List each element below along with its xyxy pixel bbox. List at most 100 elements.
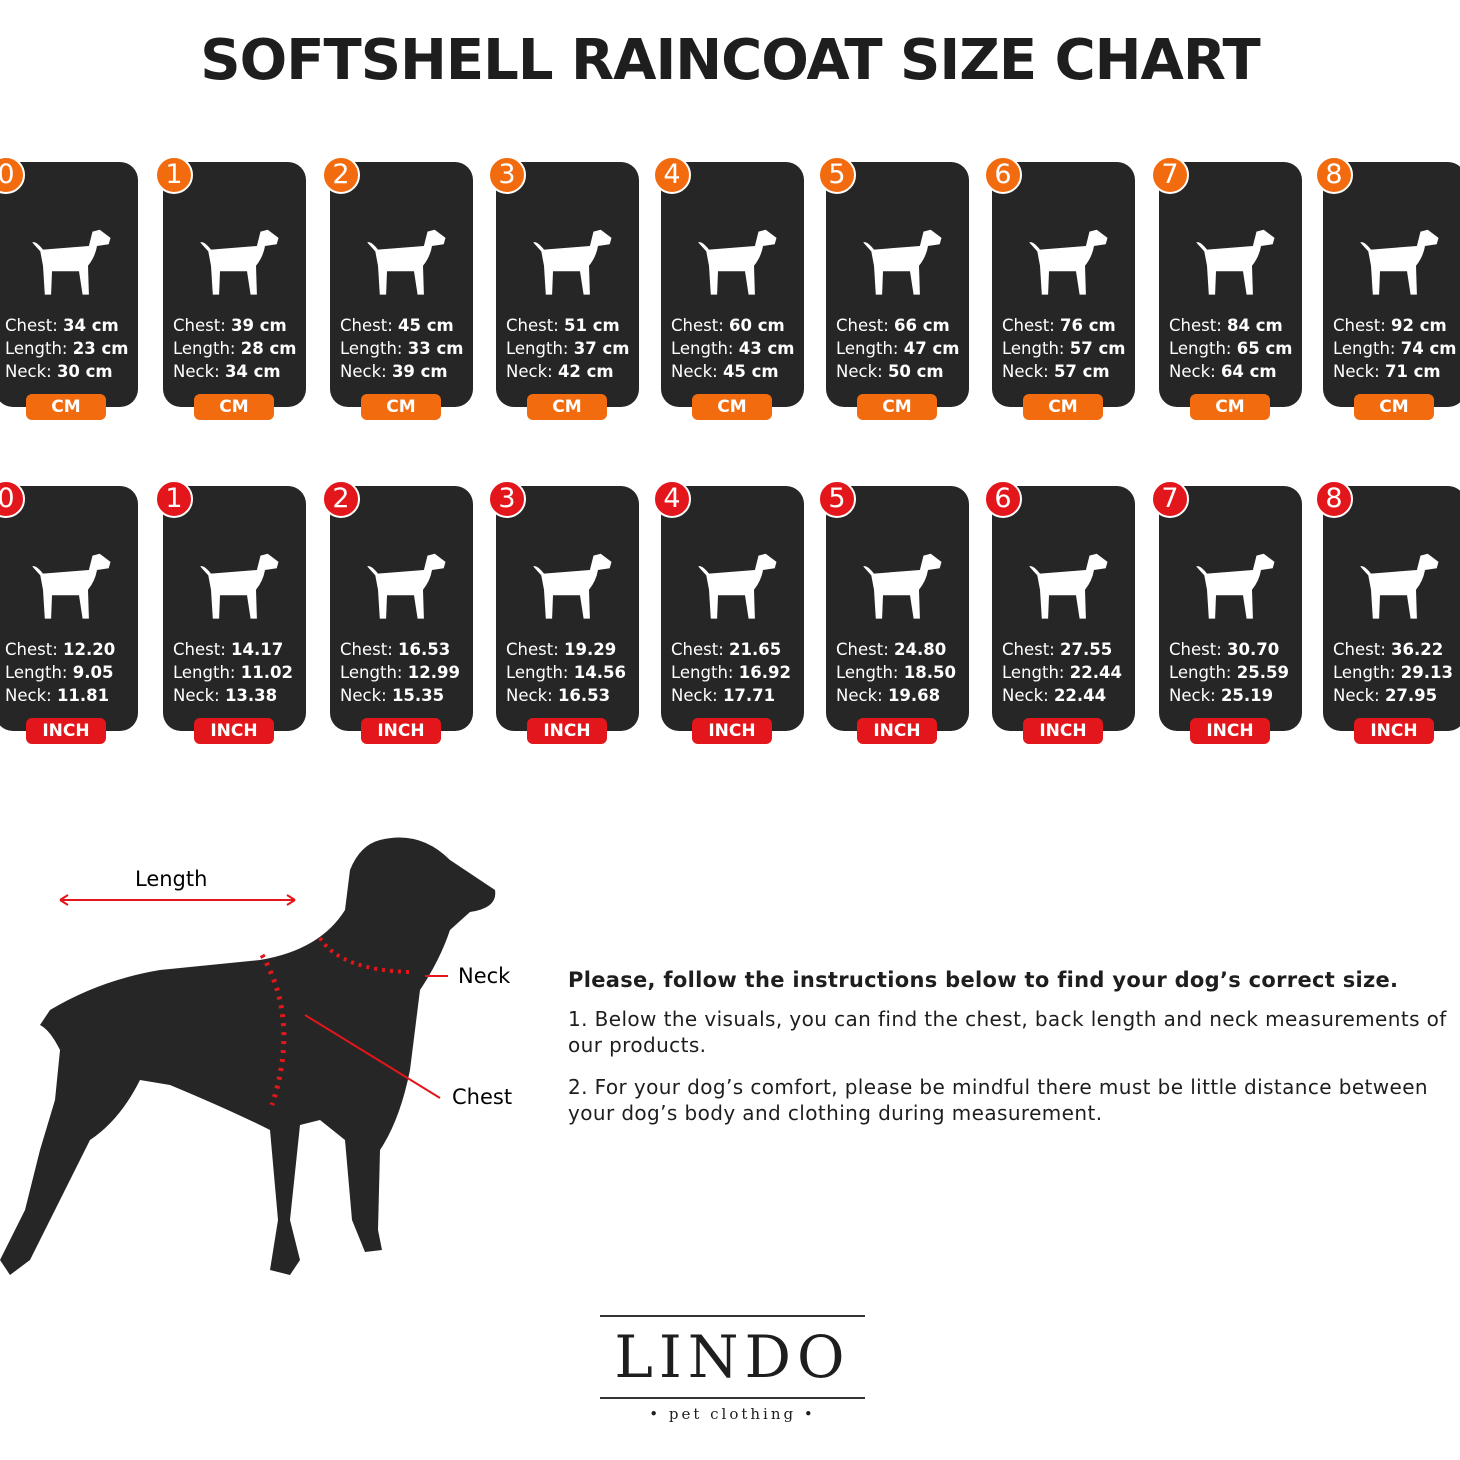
measure-label: Length: [836, 339, 899, 358]
measure-row: Neck: 16.53 [506, 686, 610, 705]
measure-row: Chest: 19.29 [506, 640, 616, 659]
measure-label: Length: [5, 663, 68, 682]
size-badge: 6 [984, 156, 1022, 194]
measure-row: Length: 25.59 [1169, 663, 1289, 682]
dog-shape [1196, 553, 1275, 619]
measure-label: Neck: [836, 686, 883, 705]
unit-pill: INCH [527, 718, 607, 744]
measure-label: Neck: [1169, 362, 1216, 381]
measure-row: Neck: 64 cm [1169, 362, 1277, 381]
size-card: Chest: 39 cm Length: 28 cm Neck: 34 cm CM [163, 162, 306, 420]
dog-shape [1029, 553, 1108, 619]
measure-label: Chest: [1333, 316, 1386, 335]
measure-value: 74 cm [1400, 339, 1457, 358]
measure-row: Length: 57 cm [1002, 339, 1125, 358]
size-card: Chest: 92 cm Length: 74 cm Neck: 71 cm CM [1323, 162, 1460, 420]
measure-value: 43 cm [738, 339, 795, 358]
measure-label: Length: [671, 663, 734, 682]
measure-value: 45 cm [722, 362, 779, 381]
measure-value: 33 cm [407, 339, 464, 358]
measure-value: 39 cm [391, 362, 448, 381]
chest-arrow [304, 1014, 441, 1099]
measure-value: 39 cm [231, 316, 287, 335]
measure-value: 51 cm [564, 316, 620, 335]
chest-dots [259, 953, 287, 1106]
measure-label: Chest: [1333, 640, 1386, 659]
measure-label: Length: [5, 339, 68, 358]
measure-row: Neck: 13.38 [173, 686, 277, 705]
dog-silhouette [0, 837, 496, 1275]
measure-label: Length: [173, 339, 236, 358]
dog-icon [1196, 229, 1275, 295]
measure-label: Length: [1333, 663, 1396, 682]
measure-label: Neck: [1002, 362, 1049, 381]
dog-icon [200, 229, 279, 295]
measure-label: Neck: [173, 686, 220, 705]
unit-pill: INCH [1190, 718, 1270, 744]
measure-label: Chest: [671, 316, 724, 335]
measure-label: Chest: [5, 316, 58, 335]
measure-label: Neck: [5, 686, 52, 705]
size-card: Chest: 66 cm Length: 47 cm Neck: 50 cm CM [826, 162, 969, 420]
size-badge: 2 [322, 480, 360, 518]
measure-value: 22.44 [1069, 663, 1122, 682]
dog-shape [32, 553, 111, 619]
dog-shape [1196, 229, 1275, 295]
measure-value: 25.59 [1236, 663, 1289, 682]
measure-value: 27.95 [1384, 686, 1438, 705]
measure-row: Neck: 34 cm [173, 362, 281, 381]
measure-label: Neck: [836, 362, 883, 381]
measure-row: Neck: 25.19 [1169, 686, 1273, 705]
size-badge: 2 [322, 156, 360, 194]
measure-value: 34 cm [224, 362, 281, 381]
measure-row: Chest: 60 cm [671, 316, 785, 335]
measure-value: 71 cm [1384, 362, 1441, 381]
measure-label: Neck: [1333, 686, 1380, 705]
measure-row: Chest: 12.20 [5, 640, 115, 659]
unit-pill: CM [1190, 394, 1270, 420]
measure-label: Neck: [1169, 686, 1216, 705]
size-card: Chest: 19.29 Length: 14.56 Neck: 16.53 INCH [496, 486, 639, 744]
measure-row: Neck: 27.95 [1333, 686, 1437, 705]
unit-pill: INCH [1354, 718, 1434, 744]
measure-row: Length: 9.05 [5, 663, 113, 682]
measure-label: Length: [1002, 339, 1065, 358]
measure-label: Length: [506, 663, 569, 682]
measure-value: 11.81 [56, 686, 110, 705]
measure-row: Length: 11.02 [173, 663, 293, 682]
dog-icon [698, 553, 777, 619]
size-badge: 1 [155, 480, 193, 518]
size-card: Chest: 34 cm Length: 23 cm Neck: 30 cm CM [0, 162, 138, 420]
measure-value: 92 cm [1391, 316, 1447, 335]
unit-pill: CM [1354, 394, 1434, 420]
neck-dots [318, 936, 411, 974]
measure-value: 42 cm [557, 362, 614, 381]
measure-label: Neck: [173, 362, 220, 381]
unit-pill: INCH [692, 718, 772, 744]
size-card: Chest: 30.70 Length: 25.59 Neck: 25.19 INCH [1159, 486, 1302, 744]
unit-pill: CM [692, 394, 772, 420]
measure-label: Length: [1169, 339, 1232, 358]
measure-label: Chest: [1169, 640, 1222, 659]
measure-value: 57 cm [1053, 362, 1110, 381]
measure-value: 64 cm [1220, 362, 1277, 381]
size-badge: 5 [818, 480, 856, 518]
measure-label: Chest: [340, 316, 393, 335]
measure-row: Chest: 84 cm [1169, 316, 1283, 335]
dog-icon [367, 553, 446, 619]
measure-value: 34 cm [63, 316, 119, 335]
measure-label: Neck: [340, 362, 387, 381]
measure-row: Chest: 92 cm [1333, 316, 1447, 335]
measure-label: Neck: [5, 362, 52, 381]
dog-shape [1029, 229, 1108, 295]
measure-label: Chest: [1002, 316, 1055, 335]
unit-pill: INCH [361, 718, 441, 744]
measure-row: Length: 22.44 [1002, 663, 1122, 682]
size-card: Chest: 45 cm Length: 33 cm Neck: 39 cm CM [330, 162, 473, 420]
size-badge: 8 [1315, 480, 1353, 518]
size-badge: 3 [488, 156, 526, 194]
dog-shape [533, 553, 612, 619]
length-label: Length [135, 867, 207, 891]
measure-value: 60 cm [729, 316, 785, 335]
